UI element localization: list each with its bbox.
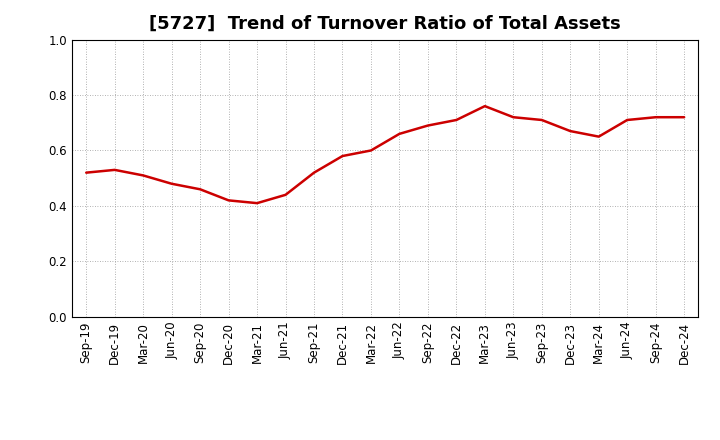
Title: [5727]  Trend of Turnover Ratio of Total Assets: [5727] Trend of Turnover Ratio of Total …: [149, 15, 621, 33]
